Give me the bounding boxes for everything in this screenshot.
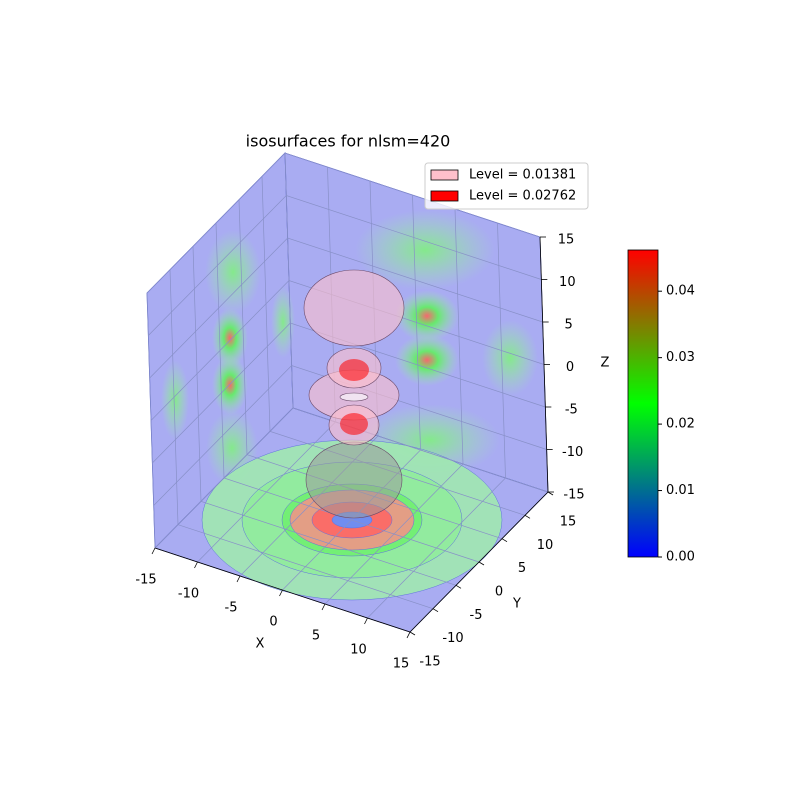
z-tick-label: 15 [558, 233, 575, 248]
colorbar-tick-label: 0.00 [666, 550, 695, 565]
tick-mark [501, 538, 508, 543]
pane-contour [161, 360, 189, 440]
tick-mark [236, 575, 241, 583]
colorbar-tick-label: 0.02 [666, 417, 695, 432]
x-tick-label: -5 [225, 601, 238, 616]
y-tick-label: -10 [442, 631, 463, 646]
grid-line [152, 322, 546, 464]
x-tick-label: 10 [350, 643, 367, 658]
tick-mark [406, 631, 411, 639]
grid-line [148, 195, 542, 336]
colorbar-tick-label: 0.04 [666, 284, 695, 299]
z-tick-label: -10 [562, 445, 583, 460]
tick-mark [524, 514, 531, 519]
x-tick-label: 0 [269, 615, 277, 630]
legend-items: Level = 0.01381 Level = 0.02762 [430, 168, 576, 204]
isosurface [303, 269, 405, 347]
tick-mark [455, 584, 462, 589]
grid-line [150, 280, 545, 421]
y-tick-label: 10 [537, 538, 554, 553]
isosurface-hole [339, 392, 369, 402]
grid-line [149, 237, 543, 379]
y-axis-label: Y [512, 597, 521, 612]
legend [424, 162, 589, 210]
colorbar-scale [627, 249, 659, 558]
colorbar: 0.00 0.01 0.02 0.03 0.04 [627, 249, 695, 565]
z-tick-label: -5 [565, 403, 578, 418]
y-tick-label: -5 [470, 608, 483, 623]
tick-mark [364, 617, 368, 625]
pane-contour [271, 286, 295, 358]
pane-contour [212, 355, 248, 415]
colorbar-tick-label: 0.01 [666, 483, 695, 498]
x-tick-label: 5 [312, 629, 320, 644]
isosurface [339, 359, 369, 381]
isosurface [340, 413, 368, 435]
tick-mark [321, 603, 326, 611]
grid-line [153, 365, 547, 506]
colorbar-tick-label: 0.03 [666, 350, 695, 365]
pane-contour [482, 320, 538, 396]
y-tick-label: 15 [560, 515, 577, 530]
tick-mark [547, 491, 554, 496]
y-tick-label: 5 [518, 561, 526, 576]
z-tick-label: 10 [559, 275, 576, 290]
pane-contour [395, 290, 459, 342]
x-tick-label: -10 [178, 587, 199, 602]
tick-mark [151, 547, 156, 555]
grid-line [154, 407, 549, 549]
tick-mark [432, 608, 439, 613]
legend-label: Level = 0.02762 [469, 189, 576, 204]
tick-mark [279, 589, 283, 597]
z-axis-label: Z [601, 356, 610, 371]
legend-label: Level = 0.01381 [469, 168, 576, 183]
x-axis-label: X [256, 637, 265, 652]
y-tick-label: 0 [495, 585, 503, 600]
pane-contour [395, 334, 459, 386]
tick-mark [194, 561, 198, 569]
pane-contour [212, 308, 248, 368]
legend-swatch [430, 190, 459, 202]
tick-mark [409, 631, 416, 636]
y-tick-label: -15 [419, 655, 440, 670]
z-tick-label: 5 [565, 318, 573, 333]
x-tick-label: -15 [135, 573, 156, 588]
tick-mark [478, 561, 485, 566]
x-tick-label: 15 [393, 657, 410, 672]
z-tick-label: 0 [566, 360, 574, 375]
legend-swatch [430, 169, 459, 181]
isosurface [305, 441, 403, 519]
z-tick-label: -15 [563, 488, 584, 503]
pane-contour [205, 230, 261, 314]
chart-title: isosurfaces for nlsm=420 [246, 132, 451, 151]
